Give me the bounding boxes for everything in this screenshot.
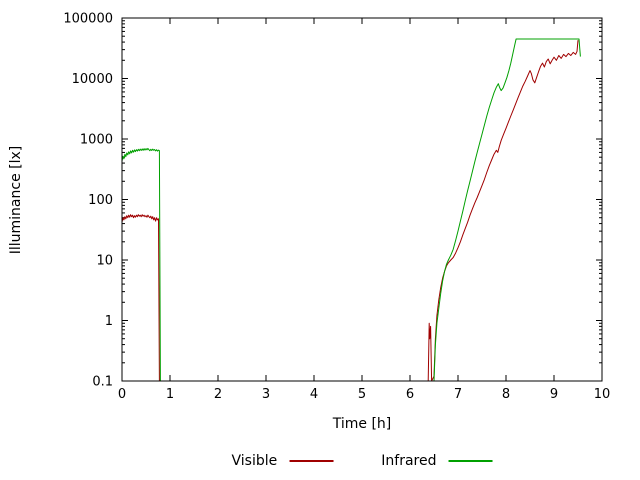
y-tick-label: 100000	[63, 12, 113, 27]
x-tick-label: 7	[454, 387, 462, 402]
x-tick-label: 6	[406, 387, 414, 402]
x-tick-label: 10	[594, 387, 611, 402]
legend-label-visible: Visible	[231, 453, 278, 469]
y-tick-label: 10	[96, 254, 113, 269]
legend-item-infrared: Infrared	[381, 453, 493, 469]
x-tick-label: 5	[358, 387, 366, 402]
x-tick-label: 8	[502, 387, 510, 402]
x-tick-label: 4	[310, 387, 318, 402]
legend-item-visible: Visible	[232, 453, 334, 469]
visible-line-sample	[289, 460, 334, 462]
y-axis-title: Illuminance [lx]	[8, 145, 24, 255]
x-tick-label: 1	[166, 387, 174, 402]
legend: Visible Infrared	[232, 453, 493, 469]
y-tick-label: 100	[88, 193, 113, 208]
x-tick-label: 3	[262, 387, 270, 402]
y-tick-label: 10000	[72, 72, 113, 87]
series-visible-line	[427, 40, 579, 382]
infrared-line-sample	[448, 460, 493, 462]
plot-border	[121, 17, 603, 382]
x-tick-label: 9	[550, 387, 558, 402]
x-tick-label: 0	[118, 387, 126, 402]
x-axis-title: Time [h]	[332, 416, 392, 432]
y-tick-label: 0.1	[92, 375, 113, 390]
y-tick-label: 1	[105, 314, 113, 329]
series-infrared-line	[121, 147, 161, 382]
series-visible-line	[121, 214, 160, 382]
series-infrared-line	[433, 38, 581, 382]
legend-label-infrared: Infrared	[381, 453, 437, 469]
series-group	[121, 38, 581, 382]
x-tick-label: 2	[214, 387, 222, 402]
y-tick-label: 1000	[80, 133, 113, 148]
